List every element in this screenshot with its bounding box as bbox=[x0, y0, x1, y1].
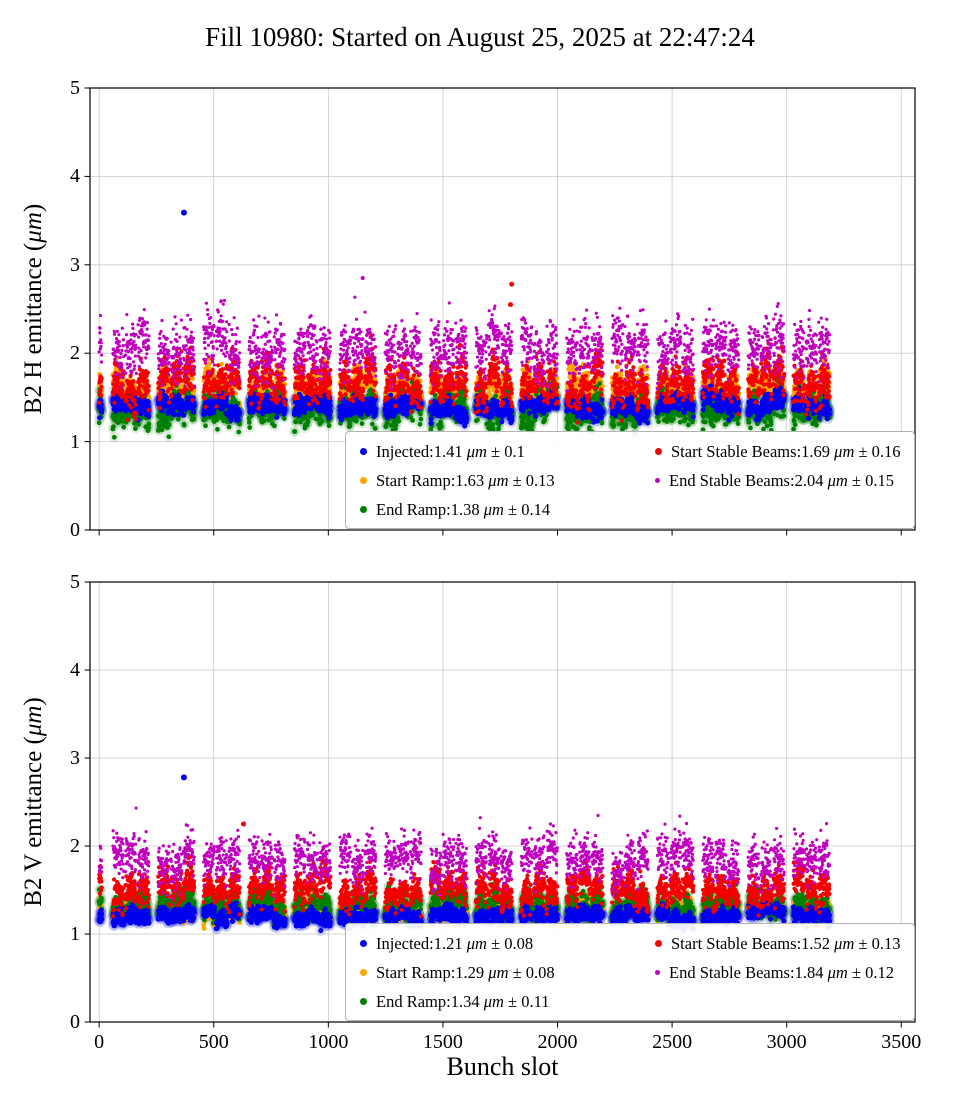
legend-error: ± 0.13 bbox=[508, 471, 555, 490]
legend-bottom: Injected:1.21 μm ± 0.08 Start Ramp:1.29 μ… bbox=[345, 923, 915, 1021]
legend-marker-icon bbox=[360, 448, 367, 456]
legend-item-end-ramp: End Ramp:1.34 μm ± 0.11 bbox=[360, 987, 549, 1016]
y-tick-label: 1 bbox=[70, 923, 80, 945]
legend-label: Start Ramp:1.63 bbox=[376, 471, 489, 490]
chart-title: Fill 10980: Started on August 25, 2025 a… bbox=[205, 22, 755, 52]
legend-item-start-stable-beams: Start Stable Beams:1.52 μm ± 0.13 bbox=[655, 929, 901, 958]
y-tick-label: 3 bbox=[70, 747, 80, 769]
y-axis-label-top-close: ) bbox=[20, 203, 47, 213]
y-axis-label-top-unit: μm bbox=[20, 212, 47, 243]
legend-error: ± 0.11 bbox=[503, 992, 550, 1011]
legend-error: ± 0.12 bbox=[847, 963, 894, 982]
legend-item-injected: Injected:1.21 μm ± 0.08 bbox=[360, 929, 533, 958]
legend-item-end-stable-beams: End Stable Beams:2.04 μm ± 0.15 bbox=[655, 466, 894, 495]
legend-marker-icon bbox=[360, 506, 367, 514]
x-tick-label: 1500 bbox=[422, 1031, 463, 1053]
x-tick-label: 2500 bbox=[652, 1031, 693, 1053]
legend-error: ± 0.08 bbox=[486, 934, 534, 953]
legend-item-end-stable-beams: End Stable Beams:1.84 μm ± 0.12 bbox=[655, 958, 894, 987]
legend-marker-icon bbox=[655, 448, 662, 456]
legend-unit: μm bbox=[483, 500, 504, 519]
legend-error: ± 0.1 bbox=[486, 442, 525, 461]
y-axis-label-bottom-close: ) bbox=[20, 697, 47, 706]
legend-marker-icon bbox=[360, 940, 367, 948]
y-axis-label-bottom-unit: μm bbox=[20, 705, 47, 737]
legend-item-start-ramp: Start Ramp:1.63 μm ± 0.13 bbox=[360, 466, 555, 495]
y-tick-label: 0 bbox=[70, 519, 80, 541]
legend-label: End Stable Beams:1.84 bbox=[669, 963, 828, 982]
y-tick-label: 4 bbox=[70, 659, 80, 681]
y-tick-label: 1 bbox=[70, 430, 80, 453]
x-tick-label: 3500 bbox=[881, 1031, 922, 1053]
y-tick-label: 0 bbox=[70, 1011, 80, 1033]
legend-error: ± 0.13 bbox=[854, 934, 901, 953]
legend-error: ± 0.08 bbox=[508, 963, 555, 982]
legend-unit: μm bbox=[827, 471, 848, 490]
legend-unit: μm bbox=[483, 992, 504, 1011]
legend-label: End Ramp:1.34 bbox=[376, 992, 484, 1011]
legend-marker-icon bbox=[360, 477, 367, 485]
legend-item-end-ramp: End Ramp:1.38 μm ± 0.14 bbox=[360, 495, 550, 524]
legend-marker-icon bbox=[655, 970, 660, 976]
legend-item-injected: Injected:1.41 μm ± 0.1 bbox=[360, 437, 525, 466]
x-tick-label: 2000 bbox=[537, 1031, 578, 1053]
legend-unit: μm bbox=[466, 934, 487, 953]
legend-top: Injected:1.41 μm ± 0.1 Start Ramp:1.63 μm… bbox=[345, 431, 915, 529]
legend-marker-icon bbox=[655, 940, 662, 948]
legend-item-start-ramp: Start Ramp:1.29 μm ± 0.08 bbox=[360, 958, 555, 987]
y-axis-label-bottom: B2 V emittance (μm) bbox=[20, 697, 48, 907]
y-tick-label: 2 bbox=[70, 835, 80, 857]
legend-label: End Ramp:1.38 bbox=[376, 500, 484, 519]
legend-label: Injected:1.21 bbox=[376, 934, 467, 953]
legend-unit: μm bbox=[827, 963, 848, 982]
y-tick-label: 5 bbox=[70, 77, 80, 99]
legend-unit: μm bbox=[466, 442, 487, 461]
y-axis-label-top: B2 H emittance (μm) bbox=[20, 204, 48, 414]
y-tick-label: 2 bbox=[70, 342, 80, 365]
legend-error: ± 0.14 bbox=[503, 500, 551, 519]
y-tick-label: 4 bbox=[70, 165, 80, 188]
x-tick-label: 1000 bbox=[308, 1031, 349, 1053]
legend-marker-icon bbox=[655, 478, 660, 484]
legend-unit: μm bbox=[834, 934, 855, 953]
legend-item-start-stable-beams: Start Stable Beams:1.69 μm ± 0.16 bbox=[655, 437, 901, 466]
legend-label: Injected:1.41 bbox=[376, 442, 467, 461]
legend-marker-icon bbox=[360, 969, 367, 977]
legend-error: ± 0.15 bbox=[847, 471, 894, 490]
legend-label: Start Stable Beams:1.69 bbox=[671, 442, 835, 461]
x-tick-label: 0 bbox=[94, 1031, 105, 1053]
x-axis-label: Bunch slot bbox=[446, 1052, 559, 1081]
x-tick-label: 500 bbox=[198, 1031, 229, 1053]
x-tick-label: 3000 bbox=[766, 1031, 807, 1053]
legend-label: Start Stable Beams:1.52 bbox=[671, 934, 835, 953]
legend-unit: μm bbox=[488, 471, 509, 490]
legend-marker-icon bbox=[360, 998, 367, 1006]
legend-label: Start Ramp:1.29 bbox=[376, 963, 489, 982]
legend-label: End Stable Beams:2.04 bbox=[669, 471, 828, 490]
y-tick-label: 5 bbox=[70, 571, 80, 593]
legend-error: ± 0.16 bbox=[854, 442, 901, 461]
y-tick-label: 3 bbox=[70, 253, 80, 276]
legend-unit: μm bbox=[834, 442, 855, 461]
legend-unit: μm bbox=[488, 963, 509, 982]
